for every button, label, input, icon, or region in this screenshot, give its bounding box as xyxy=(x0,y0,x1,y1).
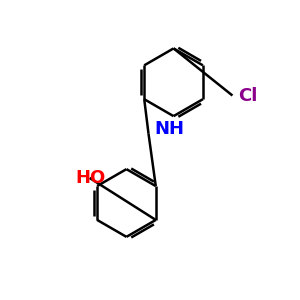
Text: HO: HO xyxy=(75,169,105,187)
Text: NH: NH xyxy=(154,120,184,138)
Text: Cl: Cl xyxy=(238,86,258,104)
